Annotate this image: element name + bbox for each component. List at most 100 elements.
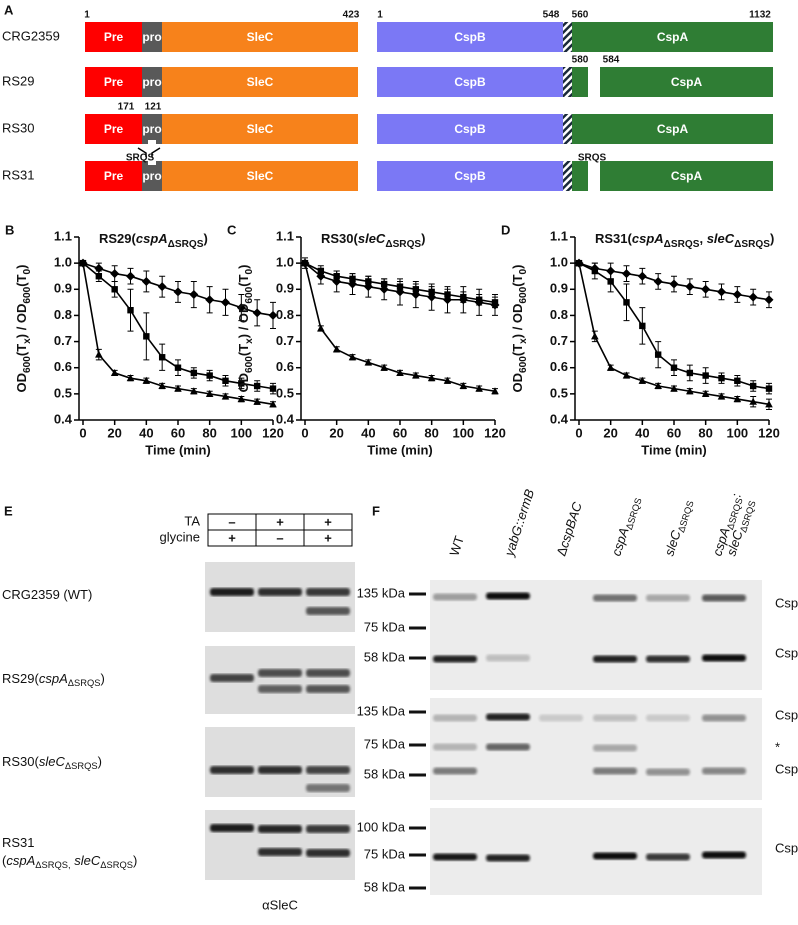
text-run: ) / OD bbox=[236, 304, 251, 339]
residue-number: 580 bbox=[572, 55, 589, 66]
text-run: ΔSRQS bbox=[385, 239, 421, 250]
strain-label: (cspAΔSRQS, sleCΔSRQS) bbox=[2, 853, 137, 870]
band bbox=[258, 669, 302, 677]
x-axis-label: Time (min) bbox=[641, 442, 707, 457]
y-tick-label: 0.4 bbox=[276, 411, 295, 426]
text-run: OD bbox=[236, 373, 251, 393]
x-tick-label: 120 bbox=[758, 425, 780, 440]
linker bbox=[563, 22, 572, 52]
text-run: ) / OD bbox=[510, 304, 525, 339]
y-tick-label: 0.7 bbox=[54, 333, 72, 348]
text-run: 0 bbox=[22, 268, 33, 274]
y-axis-label: OD600(Tx) / OD600(T0) bbox=[14, 265, 32, 393]
domain bbox=[142, 67, 162, 97]
text-run: cspBAC bbox=[557, 500, 586, 550]
domain bbox=[85, 114, 142, 144]
y-tick-label: 0.5 bbox=[276, 385, 294, 400]
y-axis-label: OD600(Tx) / OD600(T0) bbox=[236, 265, 254, 393]
text-run: ) bbox=[770, 231, 774, 246]
marker bbox=[717, 392, 726, 400]
domain-label: SleC bbox=[247, 122, 274, 136]
marker bbox=[141, 276, 151, 286]
marker bbox=[748, 292, 758, 302]
panel-letter: C bbox=[227, 222, 237, 237]
band bbox=[646, 768, 690, 776]
condition-sign: – bbox=[276, 530, 283, 545]
band bbox=[593, 714, 637, 722]
y-axis-label: OD600(Tx) / OD600(T0) bbox=[510, 265, 528, 393]
condition-name: TA bbox=[184, 513, 200, 528]
marker bbox=[638, 376, 647, 384]
band bbox=[646, 655, 690, 663]
domain bbox=[85, 22, 142, 52]
y-tick-label: 0.6 bbox=[550, 359, 568, 374]
strain-label: RS31 bbox=[2, 167, 35, 182]
domain bbox=[572, 22, 773, 52]
ladder-label: 58 kDa bbox=[364, 766, 406, 781]
motif-bracket bbox=[151, 147, 161, 157]
band bbox=[210, 766, 254, 774]
text-run: x bbox=[518, 338, 529, 344]
strain-label: CRG2359 (WT) bbox=[2, 587, 92, 602]
domain-label: CspB bbox=[454, 169, 486, 183]
marker bbox=[301, 259, 309, 267]
condition-sign: – bbox=[228, 514, 235, 529]
domain-label: Pre bbox=[104, 30, 124, 44]
domain-label: pro bbox=[142, 75, 161, 89]
y-tick-label: 0.5 bbox=[54, 385, 72, 400]
marker bbox=[459, 382, 468, 390]
band bbox=[433, 853, 477, 861]
linker bbox=[563, 67, 572, 97]
blot bbox=[205, 562, 355, 632]
marker bbox=[475, 296, 483, 303]
text-run: WT bbox=[447, 534, 468, 558]
marker bbox=[126, 374, 135, 382]
marker bbox=[686, 387, 694, 395]
domain-label: CspA bbox=[657, 30, 689, 44]
x-axis-label: Time (min) bbox=[367, 442, 433, 457]
motif-label: SRQS bbox=[126, 153, 155, 164]
marker bbox=[236, 303, 246, 313]
text-run: ΔSRQS bbox=[664, 239, 700, 250]
band bbox=[433, 593, 477, 601]
panel-letter: A bbox=[4, 2, 14, 17]
y-tick-label: 1.0 bbox=[276, 255, 294, 270]
marker bbox=[349, 275, 356, 283]
text-run: sleC bbox=[74, 853, 101, 868]
marker bbox=[701, 389, 710, 397]
marker bbox=[205, 295, 215, 305]
text-run: RS31( bbox=[595, 231, 633, 246]
marker bbox=[701, 284, 711, 294]
text-run: RS30( bbox=[2, 754, 40, 769]
marker bbox=[412, 371, 420, 379]
marker bbox=[718, 374, 725, 382]
domain-label: CspA bbox=[671, 169, 703, 183]
text-run: 600 bbox=[22, 356, 33, 373]
domain-label: Pre bbox=[104, 122, 124, 136]
band bbox=[306, 766, 350, 774]
text-run: RS29( bbox=[99, 231, 137, 246]
residue-number: 1 bbox=[377, 10, 383, 21]
domain bbox=[85, 67, 142, 97]
band bbox=[306, 607, 350, 615]
band bbox=[306, 849, 350, 857]
condition-sign: + bbox=[276, 514, 284, 529]
marker bbox=[475, 384, 483, 392]
marker bbox=[654, 351, 662, 358]
y-tick-label: 0.4 bbox=[54, 411, 73, 426]
marker bbox=[269, 385, 277, 392]
text-run: x bbox=[22, 338, 33, 344]
marker bbox=[190, 369, 198, 377]
band bbox=[702, 851, 746, 859]
y-tick-label: 0.6 bbox=[54, 359, 72, 374]
marker bbox=[622, 269, 631, 279]
y-tick-label: 1.0 bbox=[54, 255, 72, 270]
domain bbox=[162, 114, 358, 144]
band bbox=[486, 743, 530, 751]
text-run: ΔSRQS bbox=[65, 761, 98, 771]
domain-label: CspA bbox=[671, 75, 703, 89]
x-tick-label: 80 bbox=[202, 425, 216, 440]
marker bbox=[637, 271, 647, 281]
strain-label: RS30 bbox=[2, 120, 35, 135]
band bbox=[702, 714, 746, 722]
